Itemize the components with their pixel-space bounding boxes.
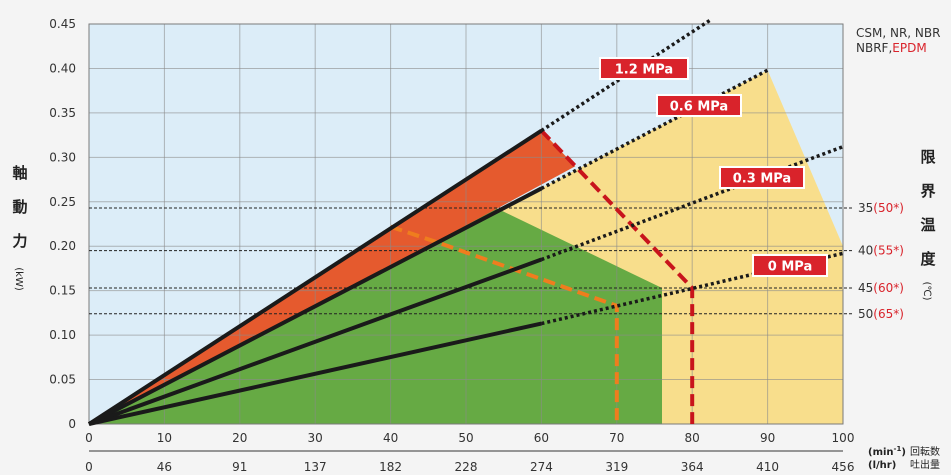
temperature-label: 50(65*) (858, 307, 904, 321)
pressure-label-box (656, 94, 742, 117)
region-green (89, 206, 662, 424)
y-tick-label: 0.45 (49, 17, 76, 31)
x2-tick-label: 137 (304, 460, 327, 474)
y-tick-label: 0.15 (49, 284, 76, 298)
y-unit: (kW) (13, 267, 24, 291)
x-tick-label: 80 (685, 431, 700, 445)
temperature-label: 45(60*) (858, 281, 904, 295)
x2-unit: (l/hr) (868, 460, 896, 471)
y-tick-label: 0.10 (49, 328, 76, 342)
temperature-label: 40(55*) (858, 244, 904, 258)
right-label-char: 限 (920, 148, 935, 166)
pressure-label-box (719, 166, 805, 189)
series-line-solid (88, 321, 542, 426)
temperature-label: 35(50*) (858, 201, 904, 215)
pressure-label: 0 MPa (768, 260, 812, 275)
x-tick-label: 40 (383, 431, 398, 445)
series-line-solid (88, 186, 543, 426)
x-tick-label: 100 (832, 431, 855, 445)
x-tick-label: 60 (534, 431, 549, 445)
x-tick-label: 70 (609, 431, 624, 445)
y-tick-label: 0.35 (49, 106, 76, 120)
x-tick-label: 90 (760, 431, 775, 445)
x2-tick-label: 364 (681, 460, 704, 474)
right-label-char: 度 (920, 250, 936, 268)
y-tick-label: 0.25 (49, 195, 76, 209)
y-tick-label: 0 (68, 417, 76, 431)
x-tick-label: 20 (232, 431, 247, 445)
x-label: 回転数 (910, 445, 940, 458)
y-label-char: 動 (12, 198, 27, 216)
x2-tick-label: 0 (85, 460, 93, 474)
y-tick-label: 0.20 (49, 239, 76, 253)
x2-tick-label: 228 (455, 460, 478, 474)
x-tick-label: 50 (458, 431, 473, 445)
dashed-orange-line (389, 224, 619, 424)
pressure-label-box (752, 254, 828, 277)
x2-tick-label: 319 (605, 460, 628, 474)
y-tick-label: 0.05 (49, 373, 76, 387)
x2-tick-label: 46 (157, 460, 172, 474)
x2-tick-label: 91 (232, 460, 247, 474)
right-label-char: 温 (920, 216, 935, 234)
x-unit: (min-1) (868, 445, 906, 458)
dashed-red-line (539, 129, 695, 424)
y-tick-label: 0.40 (49, 61, 76, 75)
x2-tick-label: 410 (756, 460, 779, 474)
right-unit: (℃) (921, 281, 932, 300)
materials-line2: NBRF,EPDM (856, 41, 927, 55)
series-line-solid (87, 128, 543, 426)
series-line-dotted (540, 18, 713, 133)
x2-label: 吐出量 (910, 458, 940, 471)
y-label-char: 軸 (12, 164, 27, 182)
pressure-label: 0.3 MPa (733, 172, 791, 187)
region-red (89, 130, 576, 424)
x2-tick-label: 456 (832, 460, 855, 474)
x-tick-label: 30 (308, 431, 323, 445)
series-line-solid (88, 257, 543, 426)
materials-line1: CSM, NR, NBR (856, 26, 940, 40)
y-tick-label: 0.30 (49, 150, 76, 164)
x-tick-label: 10 (157, 431, 172, 445)
pressure-label: 1.2 MPa (615, 63, 673, 78)
plot-border (88, 23, 844, 425)
x2-tick-label: 274 (530, 460, 553, 474)
right-label-char: 界 (920, 182, 935, 200)
x-tick-label: 0 (85, 431, 93, 445)
x2-tick-label: 182 (379, 460, 402, 474)
y-label-char: 力 (12, 232, 27, 250)
pressure-label: 0.6 MPa (670, 100, 728, 115)
series-line-dotted (540, 68, 769, 190)
pressure-label-box (599, 57, 689, 80)
